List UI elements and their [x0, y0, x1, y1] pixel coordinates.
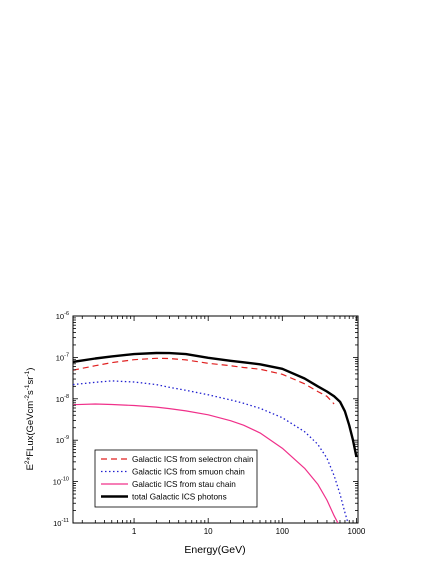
ticks-layer: 1 10 100 1000 10-11 10-10 10-9 10-8 10-7 10-6	[53, 311, 366, 536]
x-tick-label: 10	[204, 527, 213, 536]
legend-label-4: total Galactic ICS photons	[132, 493, 227, 502]
y-tick-label: 10-11	[53, 518, 69, 528]
legend-label-2: Galactic ICS from smuon chain	[132, 468, 245, 477]
series-line-1	[73, 357, 335, 405]
y-tick-label: 10-9	[56, 435, 69, 445]
series-line-3	[73, 403, 339, 523]
series-layer	[73, 351, 358, 523]
y-tick-label: 10-6	[56, 311, 69, 321]
y-tick-label: 10-10	[53, 477, 69, 487]
y-tick-label: 10-8	[56, 394, 69, 404]
series-line-2	[73, 380, 349, 523]
legend-label-3: Galactic ICS from stau chain	[132, 480, 236, 489]
x-tick-label: 100	[276, 527, 290, 536]
legend-label-1: Galactic ICS from selectron chain	[132, 455, 254, 464]
x-tick-label: 1000	[348, 527, 366, 536]
series-line-4	[73, 351, 358, 457]
legend: Galactic ICS from selectron chain Galacti…	[94, 449, 258, 508]
x-tick-label: 1	[132, 527, 137, 536]
y-tick-label: 10-7	[56, 352, 69, 362]
y-axis-label: E2*FLux(GeVcm-2s-1sr-1)	[24, 368, 36, 471]
x-axis-label: Energy(GeV)	[184, 544, 245, 556]
